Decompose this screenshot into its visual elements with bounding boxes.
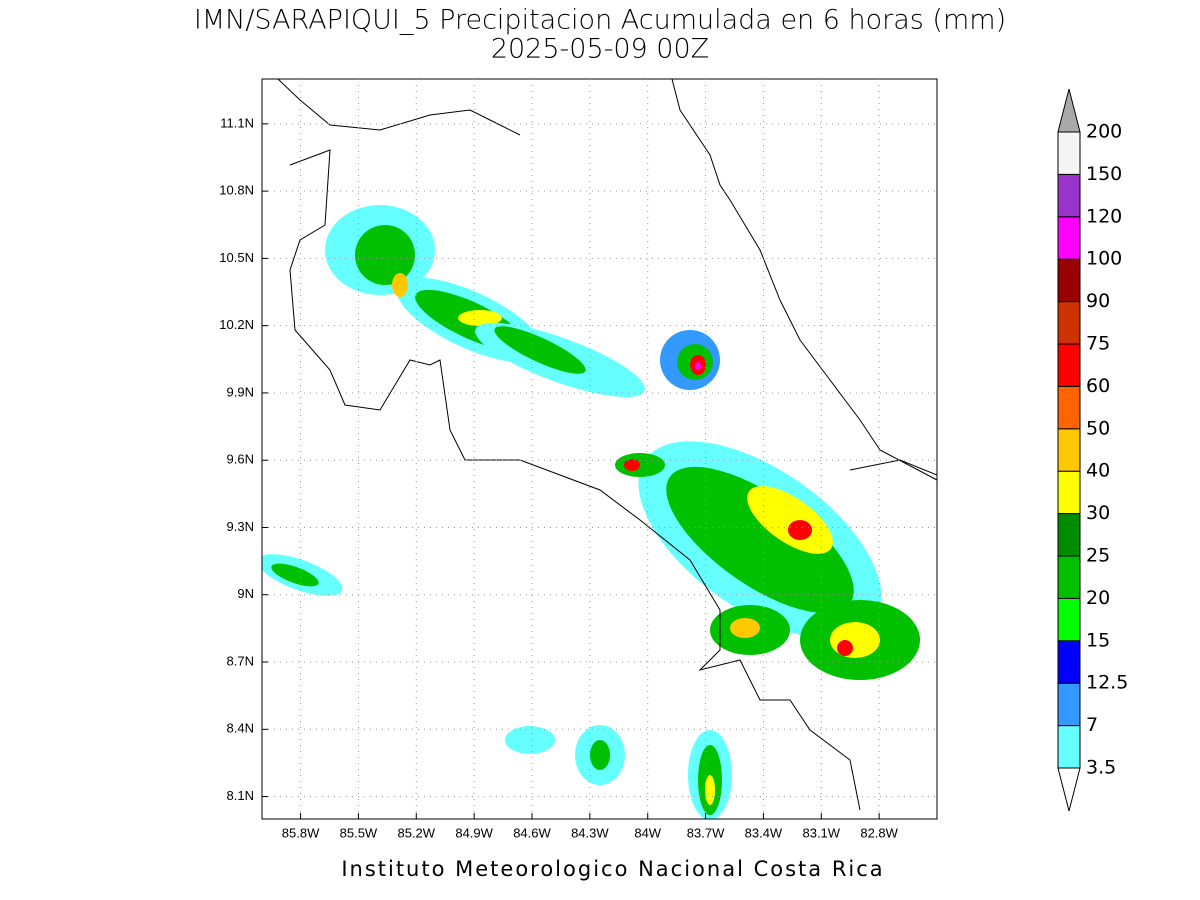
y-tick-label: 11.1N: [220, 115, 254, 130]
colorbar-box: [1057, 555, 1081, 599]
y-tick-label: 8.7N: [227, 653, 254, 668]
x-tick-label: 84.3W: [571, 825, 609, 840]
colorbar-over: [1057, 88, 1081, 133]
colorbar-label: 50: [1086, 417, 1110, 439]
x-tick-label: 83.1W: [802, 825, 840, 840]
x-tick-label: 82.8W: [860, 825, 898, 840]
footer: Instituto Meteorologico Nacional Costa R…: [341, 857, 884, 881]
colorbar-label: 12.5: [1086, 672, 1128, 694]
y-tick-label: 10.2N: [219, 317, 254, 332]
y-tick-label: 10.5N: [219, 250, 254, 265]
colorbar-label: 100: [1086, 248, 1122, 270]
colorbar-box: [1057, 513, 1081, 557]
x-tick-label: 83.4W: [745, 825, 783, 840]
colorbar-box: [1057, 597, 1081, 642]
y-tick-label: 10.8N: [219, 183, 254, 198]
y-tick-label: 9N: [237, 586, 254, 601]
colorbar-label: 120: [1086, 205, 1122, 227]
precip-field: [262, 79, 937, 819]
colorbar-label: 90: [1086, 290, 1110, 312]
pacific-coast: [289, 149, 861, 811]
caribbean-coast: [671, 79, 937, 481]
colorbar-box: [1057, 682, 1081, 727]
colorbar-box: [1057, 428, 1081, 472]
colorbar-box: [1057, 216, 1081, 260]
colorbar-label: 20: [1086, 587, 1110, 609]
colorbar-label: 200: [1086, 121, 1122, 143]
colorbar-label: 60: [1086, 375, 1110, 397]
colorbar-label: 3.5: [1086, 757, 1116, 779]
y-tick-label: 8.4N: [227, 721, 254, 736]
map-frame: [261, 78, 938, 820]
colorbar-label: 75: [1086, 333, 1110, 355]
x-tick-label: 85.8W: [282, 825, 320, 840]
colorbar-box: [1057, 258, 1081, 303]
y-tick-label: 9.9N: [227, 384, 254, 399]
colorbar-box: [1057, 725, 1081, 769]
subtitle: 2025-05-09 00Z: [491, 34, 709, 65]
colorbar-under: [1057, 767, 1081, 812]
colorbar-label: 25: [1086, 545, 1110, 567]
colorbar-label: 30: [1086, 502, 1110, 524]
x-tick-label: 84W: [634, 825, 661, 840]
colorbar-box: [1057, 640, 1081, 684]
colorbar-label: 150: [1086, 163, 1122, 185]
y-tick-label: 9.3N: [227, 519, 254, 534]
x-tick-label: 84.9W: [455, 825, 493, 840]
x-tick-label: 85.5W: [340, 825, 378, 840]
colorbar: 3.5 7 12.5 15 20 25 30 40 50 60 75 90 100 120 150 200: [1057, 88, 1128, 812]
colorbar-box: [1057, 131, 1081, 175]
colorbar-box: [1057, 343, 1081, 387]
colorbar-box: [1057, 173, 1081, 218]
colorbar-label: 15: [1086, 629, 1110, 651]
y-tick-label: 8.1N: [227, 788, 254, 803]
colorbar-label: 7: [1086, 714, 1098, 736]
colorbar-box: [1057, 385, 1081, 430]
x-tick-label: 83.7W: [687, 825, 725, 840]
rain-band: [262, 205, 920, 819]
x-tick-label: 84.6W: [513, 825, 551, 840]
title: IMN/SARAPIQUI_5 Precipitacion Acumulada …: [194, 5, 1006, 36]
colorbar-label: 40: [1086, 460, 1110, 482]
y-tick-label: 9.6N: [227, 452, 254, 467]
panama-coast: [849, 459, 937, 476]
colorbar-box: [1057, 301, 1081, 345]
x-tick-label: 85.2W: [397, 825, 435, 840]
border: [277, 79, 521, 136]
colorbar-box: [1057, 470, 1081, 515]
